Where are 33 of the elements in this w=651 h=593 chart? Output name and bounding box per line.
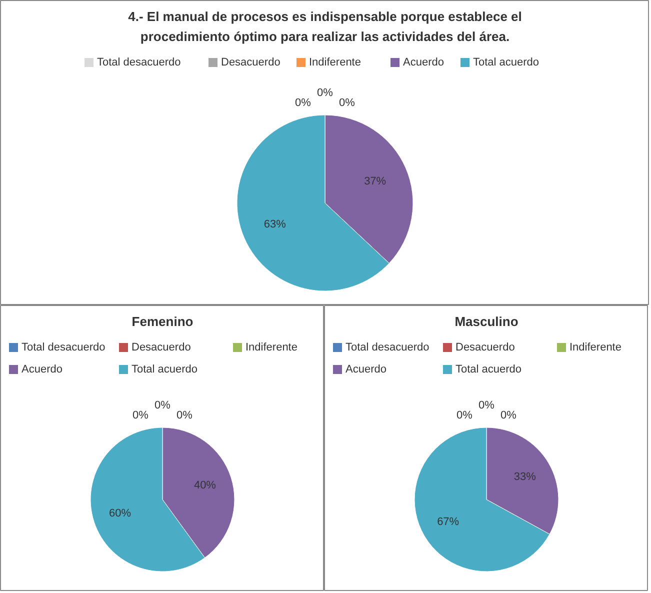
data-label: 63%	[264, 218, 286, 231]
legend-label: Acuerdo	[346, 364, 386, 376]
chart-title: Masculino	[454, 314, 518, 329]
text: 0%	[456, 410, 472, 422]
data-label: 67%	[437, 516, 460, 528]
text: 0%	[317, 87, 333, 99]
legend-label: Indiferente	[246, 342, 298, 354]
data-label: 33%	[514, 470, 536, 483]
legend-label: Total desacuerdo	[346, 342, 430, 354]
legend-label: Acuerdo	[403, 56, 444, 68]
data-label: 40%	[194, 480, 216, 492]
text: 0%	[176, 410, 192, 422]
legend-label: Total desacuerdo	[97, 56, 181, 68]
legend-label: Indiferente	[570, 342, 622, 354]
text: 0%	[339, 97, 355, 109]
text: 0%	[154, 400, 170, 412]
legend-label: Indiferente	[309, 56, 361, 68]
legend-label: Total acuerdo	[456, 364, 522, 376]
legend-label: Desacuerdo	[221, 56, 280, 68]
chart-title: 4.- El manual de procesos es indispensable porque establece el procedimiento óptimo para realizar las actividades del área.	[128, 9, 522, 44]
text: 0%	[295, 97, 311, 109]
legend-label: Desacuerdo	[456, 342, 515, 354]
text: 0%	[478, 400, 494, 412]
chart-title: Femenino	[132, 314, 194, 329]
legend-label: Total desacuerdo	[22, 342, 106, 354]
data-label: 60%	[109, 507, 132, 520]
data-label: 37%	[364, 175, 386, 188]
text: 0%	[132, 410, 148, 422]
legend-label: Total acuerdo	[473, 56, 540, 68]
legend-label: Desacuerdo	[132, 342, 191, 354]
legend-label: Total acuerdo	[132, 364, 198, 376]
legend-label: Acuerdo	[22, 364, 62, 376]
text: 0%	[500, 410, 516, 422]
